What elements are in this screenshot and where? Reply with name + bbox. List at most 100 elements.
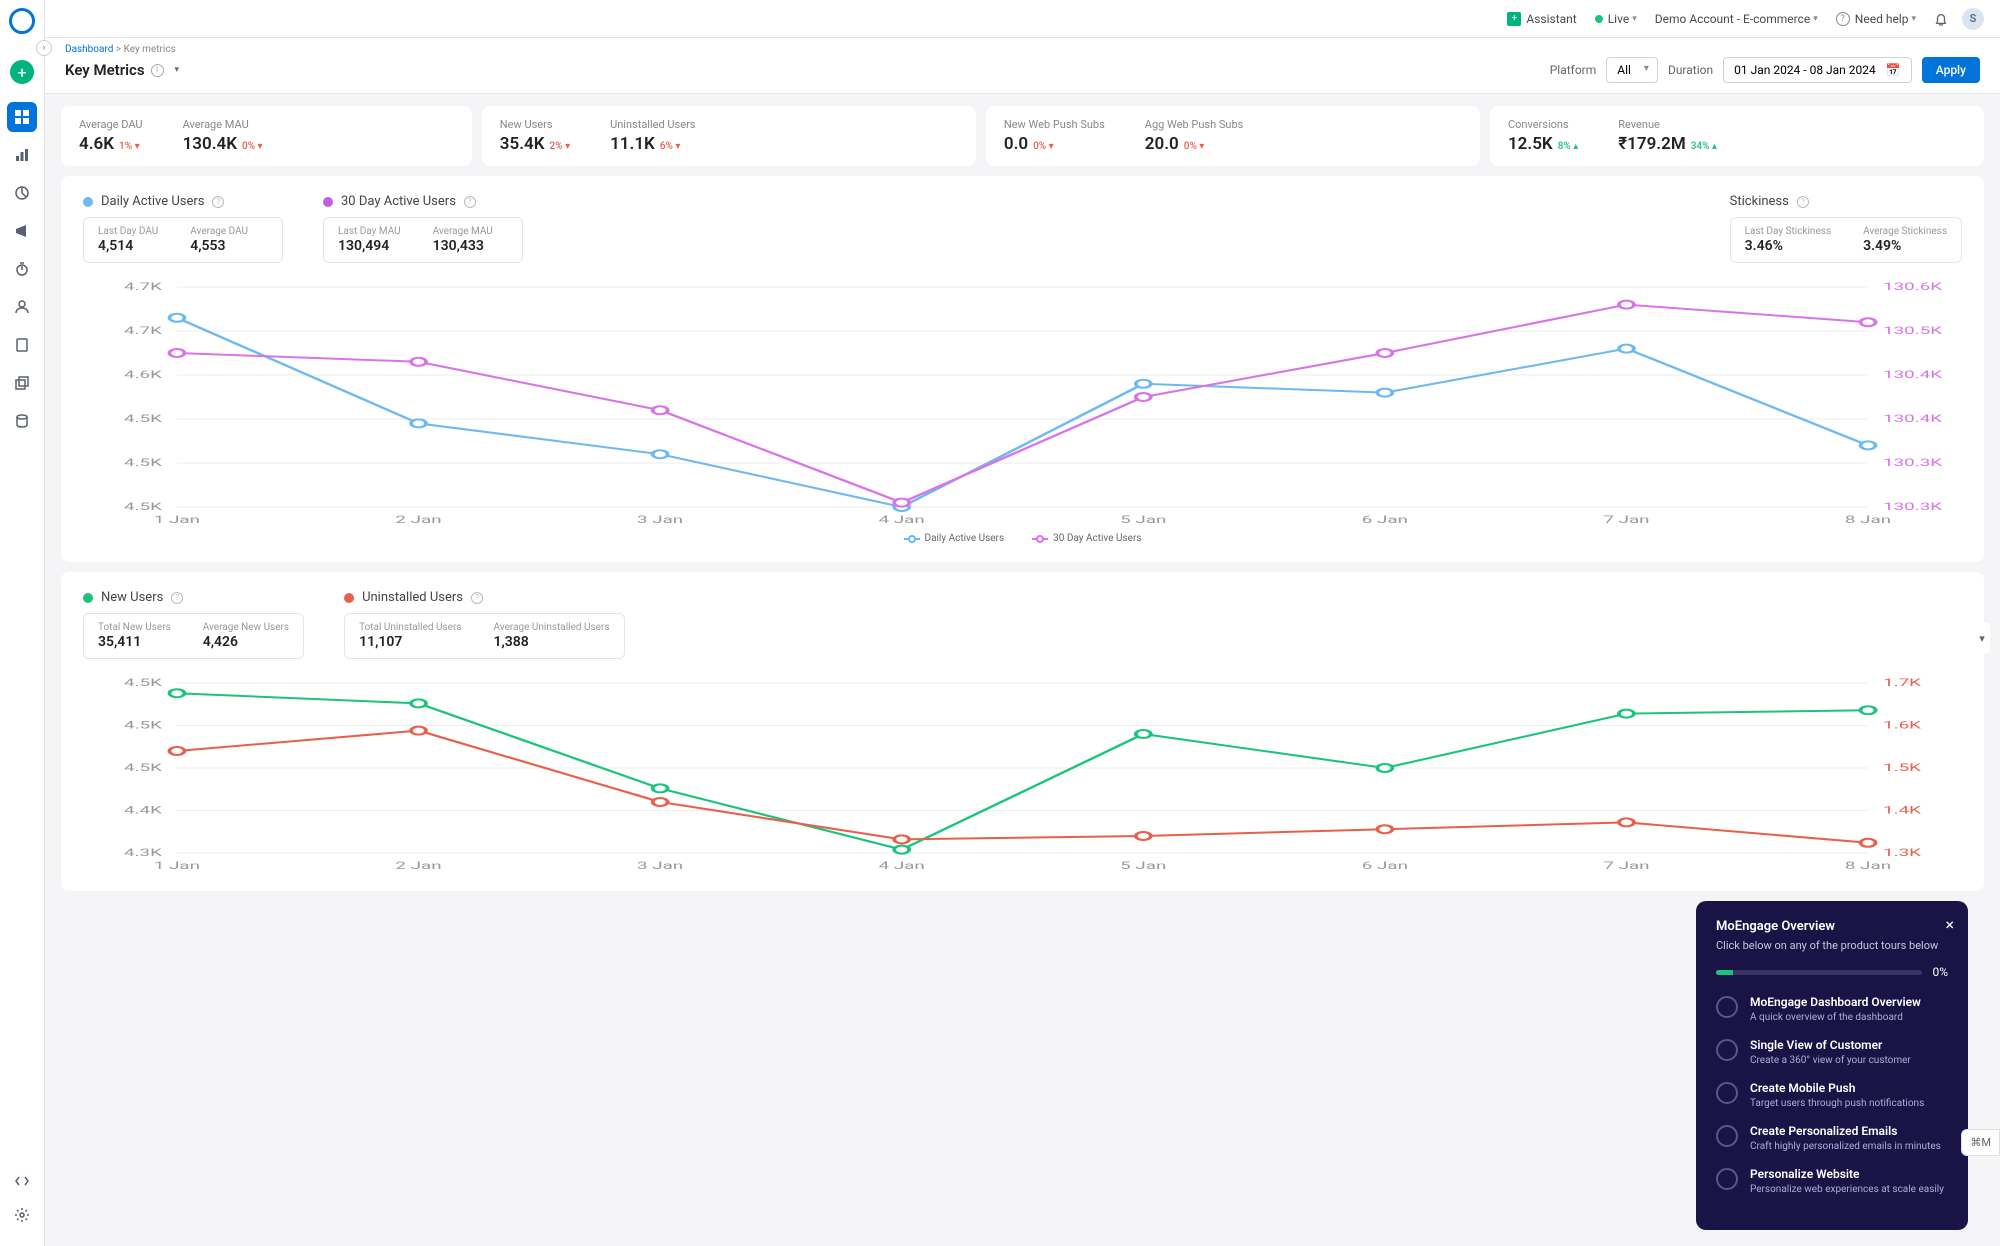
info-icon[interactable]: i bbox=[151, 64, 164, 77]
daterange-picker[interactable]: 01 Jan 2024 - 08 Jan 2024 📅 bbox=[1723, 57, 1912, 83]
nav-analytics-icon[interactable] bbox=[7, 140, 37, 170]
nav-dashboard-icon[interactable] bbox=[7, 102, 37, 132]
nav-settings-icon[interactable] bbox=[7, 1200, 37, 1230]
nav-pie-icon[interactable] bbox=[7, 178, 37, 208]
stat-box: Last Day Stickiness3.46%Average Stickine… bbox=[1730, 217, 1962, 263]
tour-item[interactable]: Single View of Customer Create a 360° vi… bbox=[1716, 1038, 1948, 1067]
tour-item-sub: A quick overview of the dashboard bbox=[1750, 1011, 1921, 1024]
chart-group: Daily Active Users ? Last Day DAU4,514Av… bbox=[83, 194, 283, 263]
series-dot-icon bbox=[323, 197, 333, 207]
stat-label: Average New Users bbox=[203, 622, 289, 633]
svg-text:130.5K: 130.5K bbox=[1883, 325, 1943, 337]
svg-text:130.6K: 130.6K bbox=[1883, 281, 1943, 293]
metric-label: New Users bbox=[500, 118, 570, 131]
tour-radio-icon bbox=[1716, 1125, 1738, 1147]
stat-value: 3.46% bbox=[1745, 238, 1831, 254]
metric-label: Uninstalled Users bbox=[610, 118, 695, 131]
chart-title: Uninstalled Users bbox=[362, 590, 463, 605]
svg-text:3 Jan: 3 Jan bbox=[637, 860, 683, 872]
nav-user-icon[interactable] bbox=[7, 292, 37, 322]
help-icon[interactable]: ? bbox=[464, 196, 476, 208]
chart-card-new-users: New Users ? Total New Users35,411Average… bbox=[61, 572, 1984, 891]
chevron-down-icon: ▾ bbox=[1632, 14, 1637, 24]
help-label: Need help bbox=[1855, 12, 1909, 26]
metric: Conversions 12.5K 8% bbox=[1508, 118, 1578, 154]
topbar: +Assistant Live▾ Demo Account - E-commer… bbox=[45, 0, 2000, 38]
tour-item[interactable]: Personalize Website Personalize web expe… bbox=[1716, 1167, 1948, 1196]
nav-code-icon[interactable] bbox=[7, 1166, 37, 1196]
account-selector[interactable]: Demo Account - E-commerce▾ bbox=[1655, 12, 1818, 26]
nav-doc-icon[interactable] bbox=[7, 330, 37, 360]
breadcrumb-root[interactable]: Dashboard bbox=[65, 44, 113, 55]
tour-radio-icon bbox=[1716, 1082, 1738, 1104]
svg-text:4.6K: 4.6K bbox=[124, 369, 163, 381]
stat-value: 4,553 bbox=[190, 238, 248, 254]
svg-text:4.5K: 4.5K bbox=[124, 677, 163, 689]
chart-title: Daily Active Users bbox=[101, 194, 204, 209]
close-icon[interactable]: × bbox=[1945, 915, 1954, 934]
metric-card: New Web Push Subs 0.0 0% Agg Web Push Su… bbox=[986, 106, 1480, 166]
stat-value: 4,514 bbox=[98, 238, 158, 254]
avatar[interactable]: S bbox=[1962, 8, 1984, 30]
metric-label: Revenue bbox=[1618, 118, 1717, 131]
svg-text:7 Jan: 7 Jan bbox=[1603, 514, 1649, 526]
chart-group: New Users ? Total New Users35,411Average… bbox=[83, 590, 304, 659]
assistant-button[interactable]: +Assistant bbox=[1507, 12, 1576, 26]
help-icon: ? bbox=[1836, 12, 1850, 26]
filters: Platform All Duration 01 Jan 2024 - 08 J… bbox=[1550, 57, 1980, 83]
tour-progress-label: 0% bbox=[1932, 965, 1948, 979]
nav-campaign-icon[interactable] bbox=[7, 216, 37, 246]
stat-value: 130,433 bbox=[433, 238, 493, 254]
help-icon[interactable]: ? bbox=[212, 196, 224, 208]
scroll-down-icon[interactable]: ▾ bbox=[1974, 623, 1990, 653]
metric-value: 35.4K 2% bbox=[500, 134, 570, 154]
platform-select[interactable]: All bbox=[1606, 57, 1658, 83]
logo-icon[interactable] bbox=[9, 8, 35, 34]
chevron-down-icon[interactable]: ▾ bbox=[175, 65, 180, 75]
notifications-button[interactable] bbox=[1934, 12, 1948, 26]
metric-change: 0% bbox=[1033, 141, 1054, 152]
svg-text:1.7K: 1.7K bbox=[1883, 677, 1922, 689]
chart-group: Uninstalled Users ? Total Uninstalled Us… bbox=[344, 590, 624, 659]
svg-text:1.4K: 1.4K bbox=[1883, 804, 1922, 816]
apply-button[interactable]: Apply bbox=[1922, 57, 1980, 83]
tour-item-sub: Personalize web experiences at scale eas… bbox=[1750, 1183, 1944, 1196]
svg-text:5 Jan: 5 Jan bbox=[1120, 514, 1166, 526]
nav-data-icon[interactable] bbox=[7, 406, 37, 436]
svg-text:130.4K: 130.4K bbox=[1883, 413, 1943, 425]
metric-change: 6% bbox=[660, 141, 681, 152]
breadcrumb: Dashboard > Key metrics bbox=[65, 44, 1980, 55]
svg-text:130.4K: 130.4K bbox=[1883, 369, 1943, 381]
live-status[interactable]: Live▾ bbox=[1595, 12, 1637, 26]
svg-text:1.5K: 1.5K bbox=[1883, 762, 1922, 774]
tour-item[interactable]: Create Mobile Push Target users through … bbox=[1716, 1081, 1948, 1110]
help-icon[interactable]: ? bbox=[171, 592, 183, 604]
metric-value: 130.4K 0% bbox=[183, 134, 263, 154]
daterange-value: 01 Jan 2024 - 08 Jan 2024 bbox=[1734, 63, 1876, 77]
nav-stopwatch-icon[interactable] bbox=[7, 254, 37, 284]
tour-item-title: Create Mobile Push bbox=[1750, 1081, 1924, 1095]
svg-text:130.3K: 130.3K bbox=[1883, 457, 1943, 469]
help-icon[interactable]: ? bbox=[471, 592, 483, 604]
add-button[interactable]: + bbox=[10, 60, 34, 84]
svg-text:2 Jan: 2 Jan bbox=[395, 860, 441, 872]
svg-text:2 Jan: 2 Jan bbox=[395, 514, 441, 526]
stat-box: Last Day DAU4,514Average DAU4,553 bbox=[83, 217, 283, 263]
svg-text:4.5K: 4.5K bbox=[124, 457, 163, 469]
svg-text:8 Jan: 8 Jan bbox=[1845, 514, 1891, 526]
sidebar-expand-icon[interactable]: › bbox=[36, 40, 52, 56]
metric-change: 0% bbox=[242, 141, 263, 152]
breadcrumb-current: Key metrics bbox=[124, 44, 176, 55]
tour-item[interactable]: MoEngage Dashboard Overview A quick over… bbox=[1716, 995, 1948, 1024]
svg-text:4.5K: 4.5K bbox=[124, 413, 163, 425]
tour-item-sub: Create a 360° view of your customer bbox=[1750, 1054, 1911, 1067]
metric-value: 12.5K 8% bbox=[1508, 134, 1578, 154]
nav-library-icon[interactable] bbox=[7, 368, 37, 398]
help-button[interactable]: ?Need help▾ bbox=[1836, 12, 1916, 26]
cmd-badge[interactable]: ⌘M bbox=[1961, 1129, 2000, 1156]
metric-value: ₹179.2M 34% bbox=[1618, 134, 1717, 154]
svg-text:1.6K: 1.6K bbox=[1883, 719, 1922, 731]
help-icon[interactable]: ? bbox=[1797, 196, 1809, 208]
tour-item[interactable]: Create Personalized Emails Craft highly … bbox=[1716, 1124, 1948, 1153]
tour-radio-icon bbox=[1716, 1039, 1738, 1061]
